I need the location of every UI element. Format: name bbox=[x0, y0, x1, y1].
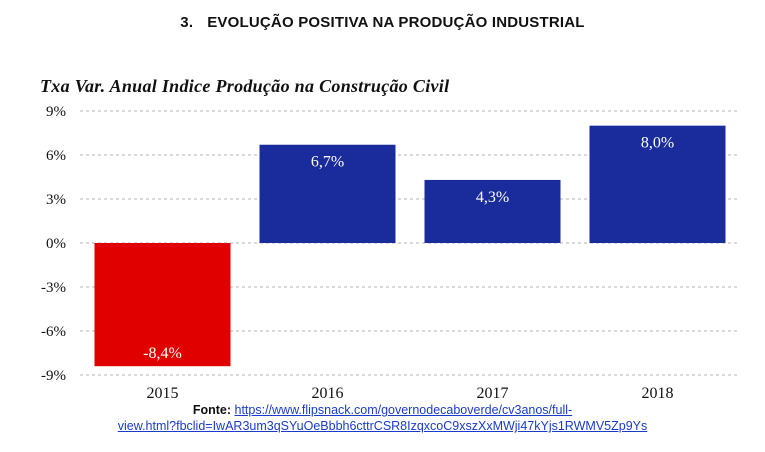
y-tick-label: -6% bbox=[41, 324, 66, 340]
bar-2018 bbox=[589, 125, 726, 243]
source-note: Fonte: https://www.flipsnack.com/governo… bbox=[0, 402, 765, 434]
y-tick-label: -9% bbox=[41, 368, 66, 384]
data-label: -8,4% bbox=[143, 345, 182, 362]
bar-chart: 9% 6% 3% 0% -3% -6% -9% -8,4% 2015 6,7% 2016 4,3% 20… bbox=[41, 104, 740, 400]
data-label: 8,0% bbox=[641, 135, 674, 152]
section-number: 3. bbox=[180, 14, 194, 31]
source-link[interactable]: https://www.flipsnack.com/governodecabov… bbox=[234, 403, 573, 417]
x-tick-label: 2015 bbox=[147, 385, 179, 400]
x-tick-label: 2018 bbox=[642, 385, 674, 400]
y-tick-label: 3% bbox=[46, 192, 66, 208]
bar-2016 bbox=[259, 144, 396, 243]
source-label: Fonte: bbox=[192, 403, 232, 417]
section-title: EVOLUÇÃO POSITIVA NA PRODUÇÃO INDUSTRIAL bbox=[207, 14, 585, 31]
source-link-continued[interactable]: view.html?fbclid=IwAR3um3qSYuOeBbbh6cttr… bbox=[117, 419, 648, 433]
y-tick-label: 6% bbox=[46, 148, 66, 164]
y-tick-label: 9% bbox=[46, 104, 66, 120]
bar-2015 bbox=[94, 243, 231, 367]
y-tick-label: 0% bbox=[46, 236, 66, 252]
y-tick-label: -3% bbox=[41, 280, 66, 296]
section-heading: 3. EVOLUÇÃO POSITIVA NA PRODUÇÃO INDUSTRI… bbox=[0, 14, 765, 31]
bar-2017 bbox=[424, 179, 561, 243]
data-label: 6,7% bbox=[311, 154, 344, 171]
chart-title: Txa Var. Anual Indice Produção na Constr… bbox=[40, 76, 450, 96]
x-tick-label: 2016 bbox=[312, 385, 344, 400]
x-tick-label: 2017 bbox=[477, 385, 509, 400]
data-label: 4,3% bbox=[476, 189, 509, 206]
